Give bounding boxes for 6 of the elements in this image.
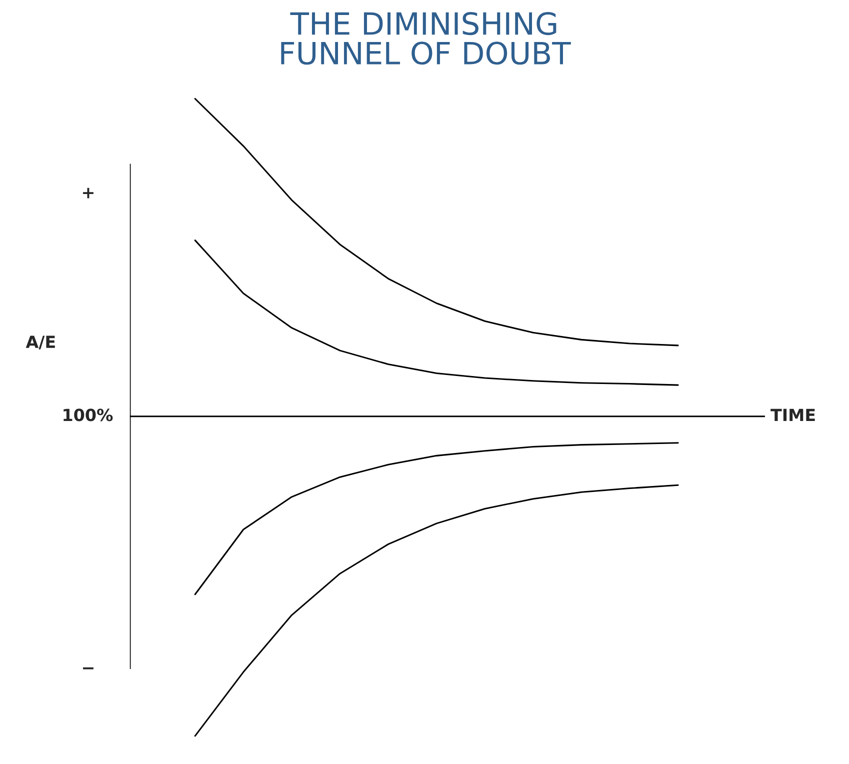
chart-title: THE DIMINISHING FUNNEL OF DOUBT [281, 12, 571, 65]
text: + [83, 188, 94, 198]
text: − [83, 667, 94, 670]
x-axis-title: TIME [770, 408, 815, 421]
text: 100% [64, 408, 113, 422]
text: A/E [26, 336, 55, 350]
